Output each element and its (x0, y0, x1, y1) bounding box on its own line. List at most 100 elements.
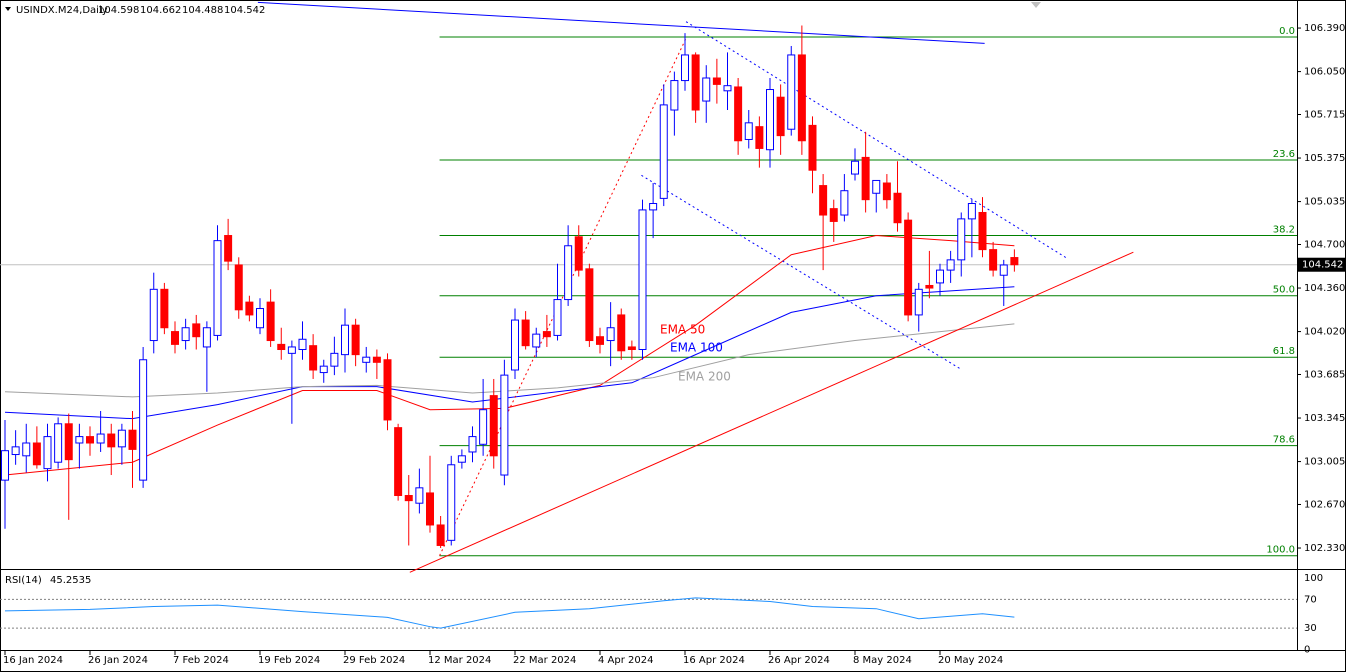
candle-body (893, 192, 902, 224)
candle-body (128, 429, 137, 450)
candle-body (86, 436, 94, 444)
trendline (641, 174, 961, 370)
ema-label: EMA 200 (678, 370, 731, 384)
candle-body (213, 240, 222, 336)
candle-body (808, 124, 817, 171)
candle-body (457, 455, 466, 463)
candle-body (681, 54, 689, 82)
candle-body (415, 487, 424, 504)
candle-body (723, 85, 732, 92)
candle-body (351, 324, 360, 356)
fib-label: 50.0 (1273, 285, 1295, 296)
fib-label: 23.6 (1273, 149, 1295, 160)
candle-body (691, 54, 700, 111)
candle-body (149, 288, 158, 342)
y-tick-label: 102.330 (1304, 543, 1345, 554)
candle-body (447, 464, 456, 541)
candle-body (904, 219, 913, 316)
candle-body (861, 156, 870, 201)
candle-body (914, 288, 923, 316)
trendline (439, 38, 687, 556)
candle-body (394, 427, 403, 497)
candle-body (670, 80, 679, 111)
header-low: 104.488 (182, 5, 223, 16)
candle-body (96, 433, 105, 444)
candle-body (521, 319, 530, 347)
candle-body (702, 77, 711, 102)
rsi-tick-label: 30 (1304, 623, 1317, 634)
candle-body (54, 423, 63, 463)
x-tick-label: 16 Apr 2024 (683, 655, 745, 666)
rsi-tick-label: 100 (1304, 573, 1323, 584)
candle-body (851, 160, 859, 175)
ema-label: EMA 100 (670, 341, 723, 355)
candle-body (638, 209, 647, 351)
x-tick-label: 4 Apr 2024 (598, 655, 653, 666)
candle-body (224, 235, 233, 262)
candle-body (967, 203, 976, 220)
y-tick-label: 104.360 (1304, 283, 1345, 294)
y-tick-label: 102.670 (1304, 499, 1345, 510)
header-close: 104.542 (224, 5, 265, 16)
x-tick-label: 22 Mar 2024 (513, 655, 576, 666)
y-tick-label: 105.715 (1304, 109, 1345, 120)
y-tick-label: 104.700 (1304, 239, 1345, 250)
candle-body (617, 314, 626, 352)
candle-body (75, 436, 84, 444)
candle-body (372, 356, 381, 363)
candle-body (256, 308, 264, 329)
candle-body (999, 264, 1008, 276)
candle-body (872, 179, 881, 194)
candle-body (117, 429, 126, 448)
candle-body (532, 333, 541, 348)
x-tick-label: 29 Feb 2024 (343, 655, 405, 666)
candle-body (287, 346, 296, 354)
candle-body (489, 395, 498, 457)
candle-body (319, 365, 328, 374)
header-open: 104.598 (98, 5, 139, 16)
candle-body (797, 54, 806, 142)
y-tick-label: 105.035 (1304, 197, 1345, 208)
x-tick-label: 26 Apr 2024 (768, 655, 830, 666)
candle-body (479, 409, 488, 445)
x-tick-label: 20 May 2024 (938, 655, 1003, 666)
candle-body (43, 436, 52, 470)
candle-body (277, 343, 286, 351)
x-tick-label: 16 Jan 2024 (3, 655, 63, 666)
candle-body (936, 269, 944, 284)
candle-body (776, 96, 785, 137)
candle-body (787, 54, 796, 130)
x-tick-label: 19 Feb 2024 (258, 655, 320, 666)
candle-body (341, 324, 349, 356)
candle-body (840, 190, 849, 216)
candle-body (712, 77, 721, 85)
trendline (409, 251, 1134, 573)
candle-body (22, 442, 31, 457)
price-tag-bg (1298, 257, 1345, 272)
rsi-tick-label: 70 (1304, 594, 1317, 605)
y-tick-label: 106.390 (1304, 23, 1345, 34)
candle-body (553, 299, 562, 336)
fib-label: 61.8 (1273, 346, 1295, 357)
candle-body (309, 345, 318, 371)
shift-marker (1031, 2, 1041, 8)
symbol: USINDX.M24,Daily (16, 5, 108, 16)
fib-label: 100.0 (1266, 545, 1295, 556)
candle-body (659, 104, 668, 199)
candle-body (989, 249, 998, 271)
candle-body (829, 208, 838, 222)
candle-body (139, 359, 148, 481)
candle-body (11, 446, 20, 456)
candle-body (946, 259, 955, 271)
ema-line (4, 323, 1015, 398)
y-tick-label: 103.005 (1304, 457, 1345, 468)
y-tick-label: 104.020 (1304, 327, 1345, 338)
candle-body (882, 182, 891, 201)
candle-body (234, 264, 243, 311)
candle-body (64, 423, 73, 461)
candle-body (404, 495, 413, 502)
ema-label: EMA 50 (660, 323, 705, 337)
candle-body (1, 450, 9, 481)
candle-body (542, 331, 551, 338)
